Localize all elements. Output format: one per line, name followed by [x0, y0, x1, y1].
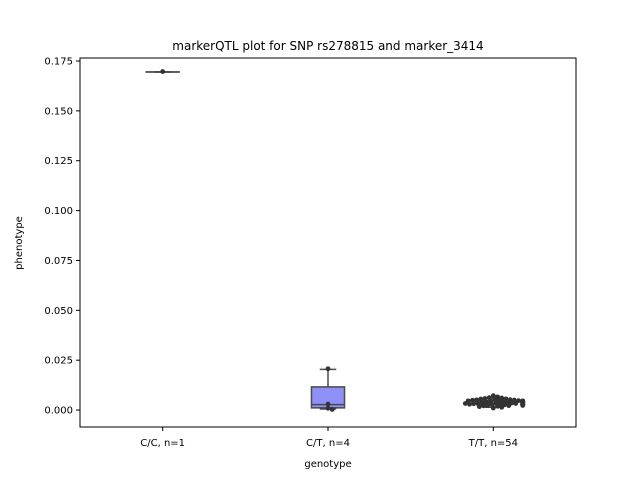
data-point — [506, 403, 511, 408]
data-point — [160, 69, 165, 74]
data-point — [467, 402, 472, 407]
y-tick-label: 0.050 — [44, 306, 73, 317]
x-axis-label: genotype — [304, 459, 351, 470]
data-point — [326, 366, 331, 371]
data-point — [326, 402, 331, 407]
data-point — [463, 401, 468, 406]
data-point — [471, 401, 476, 406]
x-tick-label: C/T, n=4 — [306, 438, 350, 449]
y-tick-label: 0.100 — [44, 206, 73, 217]
x-tick-label: T/T, n=54 — [468, 438, 518, 449]
data-point — [499, 405, 504, 410]
chart-title: markerQTL plot for SNP rs278815 and mark… — [172, 39, 483, 53]
data-point — [481, 403, 486, 408]
data-point — [326, 406, 331, 411]
y-tick-label: 0.175 — [44, 56, 73, 67]
data-point — [485, 403, 490, 408]
data-point — [495, 404, 500, 409]
y-tick-label: 0.000 — [44, 406, 73, 417]
x-tick-label: C/C, n=1 — [140, 438, 185, 449]
data-point — [330, 407, 335, 412]
y-tick-label: 0.150 — [44, 106, 73, 117]
y-tick-label: 0.125 — [44, 156, 73, 167]
data-point — [520, 403, 525, 408]
data-point — [477, 404, 482, 409]
y-tick-label: 0.075 — [44, 256, 73, 267]
y-axis-label: phenotype — [14, 216, 25, 270]
data-point — [491, 406, 496, 411]
y-tick-label: 0.025 — [44, 356, 73, 367]
data-point — [513, 401, 518, 406]
